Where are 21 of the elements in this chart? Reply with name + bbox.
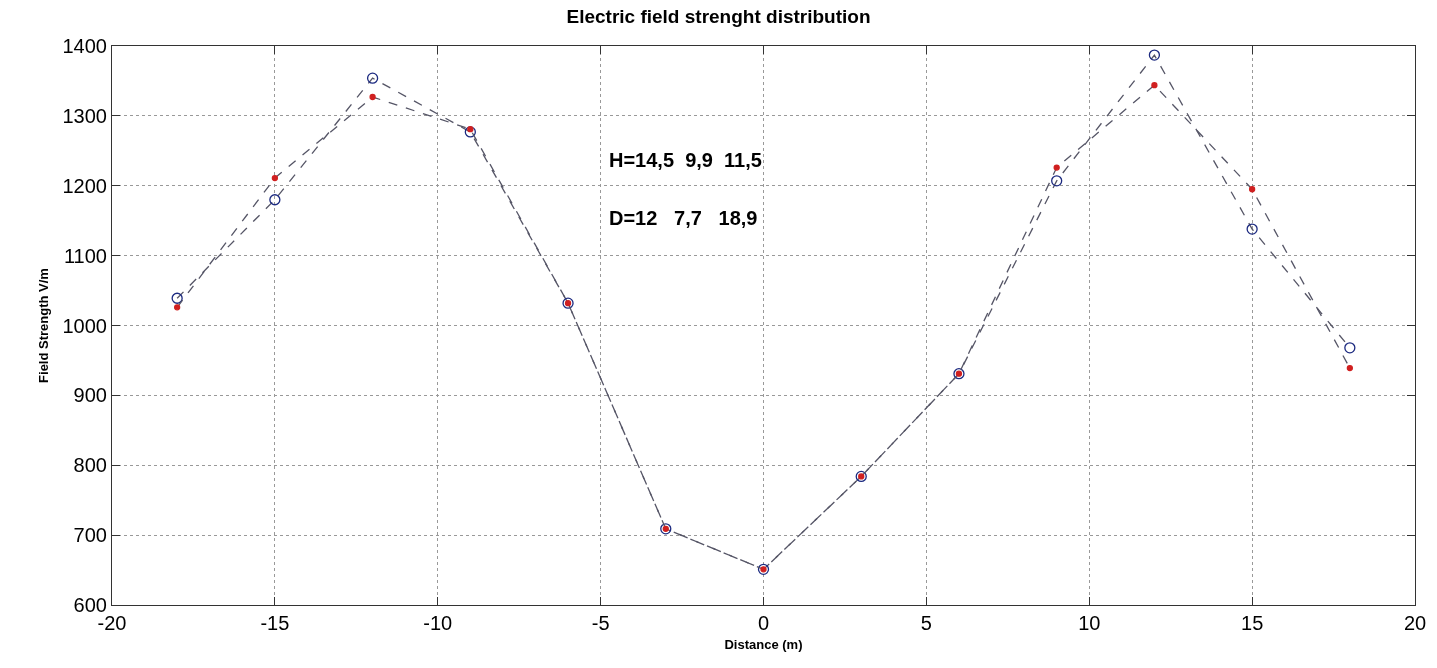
- y-tick-label: 900: [73, 384, 107, 407]
- y-tick-label: 800: [73, 454, 107, 477]
- y-axis-title: Field Strength V/m: [36, 268, 52, 383]
- y-tick-label: 1400: [62, 35, 107, 57]
- y-tick-label: 1000: [62, 314, 107, 337]
- y-tick-label: 700: [73, 524, 107, 547]
- x-tick-label: 0: [757, 612, 770, 635]
- chart-title: Electric field strenght distribution: [566, 6, 871, 28]
- annotation: D=12 7,7 18,9: [609, 207, 758, 229]
- x-tick-label: -10: [423, 612, 453, 635]
- x-axis-title: Distance (m): [724, 636, 803, 652]
- x-tick-label: 15: [1241, 612, 1264, 635]
- y-tick-label: 1200: [62, 174, 107, 197]
- x-tick-label: 10: [1078, 612, 1101, 635]
- x-tick-label: 20: [1403, 612, 1427, 635]
- x-tick-label: 5: [920, 612, 932, 635]
- y-tick-label: 1100: [63, 244, 107, 267]
- y-tick-label: 1300: [62, 104, 107, 127]
- x-tick-label: -5: [591, 612, 610, 635]
- x-tick-label: -15: [260, 612, 290, 635]
- annotation: H=14,5 9,9 11,5: [609, 149, 762, 171]
